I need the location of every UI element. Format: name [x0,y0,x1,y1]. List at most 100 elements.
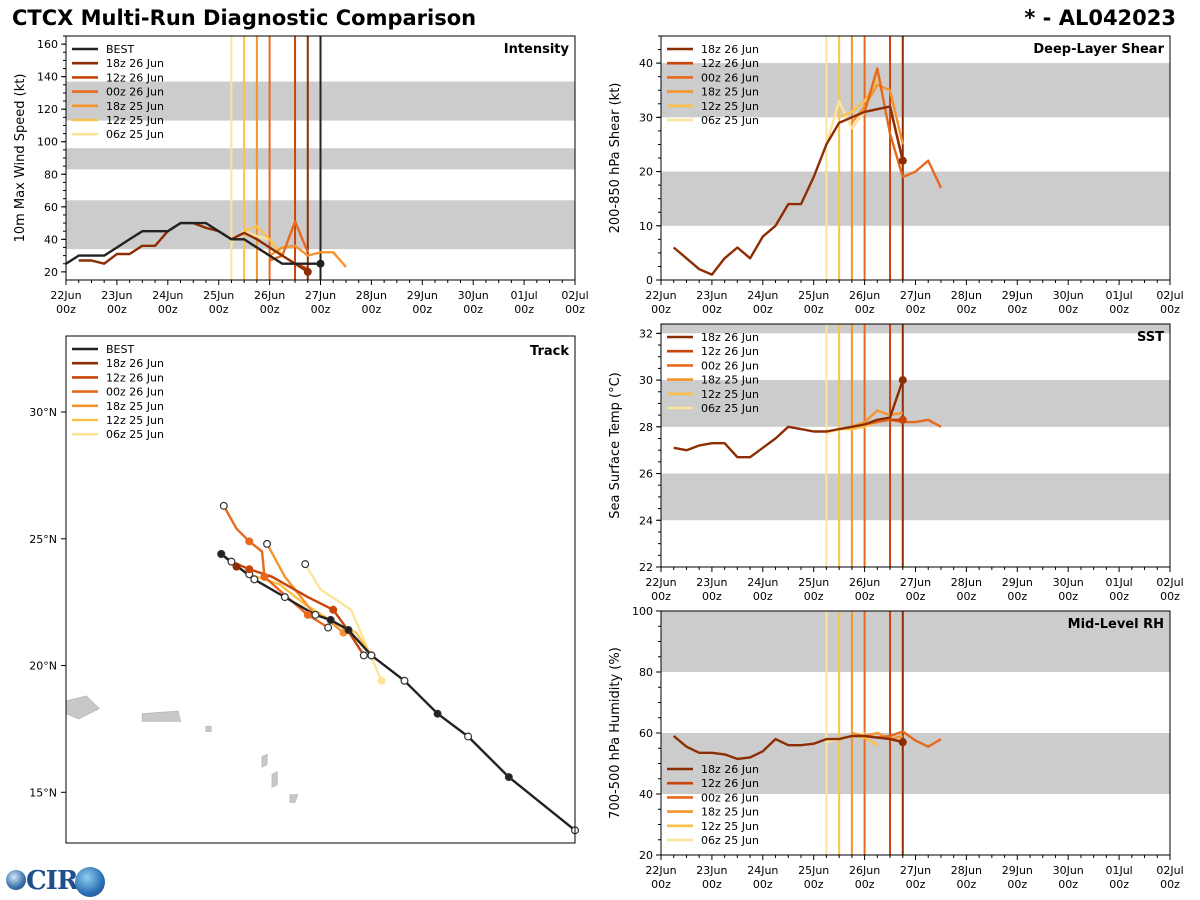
legend-label: 18z 26 Jun [701,331,759,344]
y-tick-label: 28 [639,421,653,434]
track-line [248,573,373,657]
x-tick-label: 28Jun [951,576,982,589]
legend-label: 12z 25 Jun [701,388,759,401]
panel-title: SST [1137,330,1164,345]
y-tick-label: 24 [639,514,653,527]
shaded-band [661,473,1170,521]
y-tick-label: 80 [44,168,58,181]
x-tick-label: 00z [56,303,76,316]
x-tick-label: 00z [804,878,824,891]
series-end-marker [898,156,907,165]
y-tick-label: 30 [639,111,653,124]
x-tick-label: 24Jun [747,576,778,589]
y-tick-label: 40 [44,233,58,246]
series-line [851,409,904,428]
series-end-marker [898,415,907,424]
island [205,725,212,732]
panel-intensity: 22Jun00z23Jun00z24Jun00z25Jun00z26Jun00z… [13,35,589,316]
x-tick-label: 23Jun [696,576,727,589]
x-tick-label: 02Jul [1156,864,1183,877]
series-line [863,67,943,189]
x-tick-label: 28Jun [951,289,982,302]
x-tick-label: 25Jun [798,289,829,302]
series-line [65,221,321,265]
x-tick-label: 00z [651,878,671,891]
x-tick-label: 22Jun [645,864,676,877]
x-tick-label: 00z [107,303,127,316]
x-tick-label: 00z [702,590,722,603]
legend-label: 00z 26 Jun [701,791,759,804]
x-tick-label: 00z [1109,303,1129,316]
x-tick-label: 24Jun [747,864,778,877]
x-tick-label: 00z [1058,303,1078,316]
series-line [673,379,904,459]
y-axis-label: 200-850 hPa Shear (kt) [608,83,623,234]
x-tick-label: 00z [311,303,331,316]
x-tick-label: 24Jun [152,289,183,302]
map-frame [65,335,576,844]
panel-title: Deep-Layer Shear [1033,42,1164,57]
globe-icon [75,867,105,897]
lat-tick-label: 25°N [29,533,57,546]
legend-label: 12z 25 Jun [106,414,164,427]
shaded-band [661,171,1170,226]
legend-label: 00z 26 Jun [106,386,164,399]
page-title: CTCX Multi-Run Diagnostic Comparison [12,6,477,30]
x-tick-label: 00z [753,590,773,603]
track-point [250,575,259,584]
x-tick-label: 00z [855,878,875,891]
legend-label: 12z 26 Jun [106,71,164,84]
x-tick-label: 00z [209,303,229,316]
y-tick-label: 100 [37,136,58,149]
lat-tick-label: 30°N [29,406,57,419]
x-tick-label: 26Jun [849,576,880,589]
x-tick-label: 00z [463,303,483,316]
x-tick-label: 02Jul [561,289,588,302]
legend-label: 00z 26 Jun [106,86,164,99]
x-tick-label: 23Jun [696,289,727,302]
track-point [217,550,226,559]
track-line [220,553,576,832]
x-tick-label: 00z [957,878,977,891]
x-tick-label: 00z [565,303,585,316]
y-tick-label: 0 [646,274,653,287]
x-tick-label: 00z [651,303,671,316]
track-point [232,562,241,571]
x-tick-label: 23Jun [696,864,727,877]
y-axis-label: Sea Surface Temp (°C) [608,372,623,519]
x-tick-label: 22Jun [645,576,676,589]
x-tick-label: 00z [1109,590,1129,603]
series-end-marker [316,259,325,268]
legend-label: 18z 26 Jun [106,57,164,70]
legend-label: 06z 25 Jun [701,114,759,127]
track-point [359,651,368,660]
x-tick-label: 00z [753,878,773,891]
x-tick-label: 30Jun [458,289,489,302]
x-tick-label: 00z [1007,590,1027,603]
track-point [433,709,442,718]
legend-label: BEST [106,43,134,56]
x-tick-label: 26Jun [849,864,880,877]
x-tick-label: 28Jun [951,864,982,877]
legend-label: 00z 26 Jun [701,359,759,372]
y-tick-label: 120 [37,103,58,116]
shaded-band [661,324,1170,334]
x-tick-label: 00z [804,303,824,316]
x-tick-label: 00z [855,303,875,316]
track-point [324,623,333,632]
x-tick-label: 00z [957,303,977,316]
legend-label: 12z 26 Jun [701,345,759,358]
legend-label: BEST [106,343,134,356]
legend-label: 06z 25 Jun [701,834,759,847]
x-tick-label: 26Jun [849,289,880,302]
x-tick-label: 00z [362,303,382,316]
x-tick-label: 25Jun [798,864,829,877]
x-tick-label: 00z [1007,303,1027,316]
y-tick-label: 22 [639,561,653,574]
series-line [269,220,309,262]
y-tick-label: 30 [639,374,653,387]
track-point [219,501,228,510]
y-tick-label: 20 [639,849,653,862]
x-tick-label: 00z [906,590,926,603]
legend-label: 18z 26 Jun [701,763,759,776]
